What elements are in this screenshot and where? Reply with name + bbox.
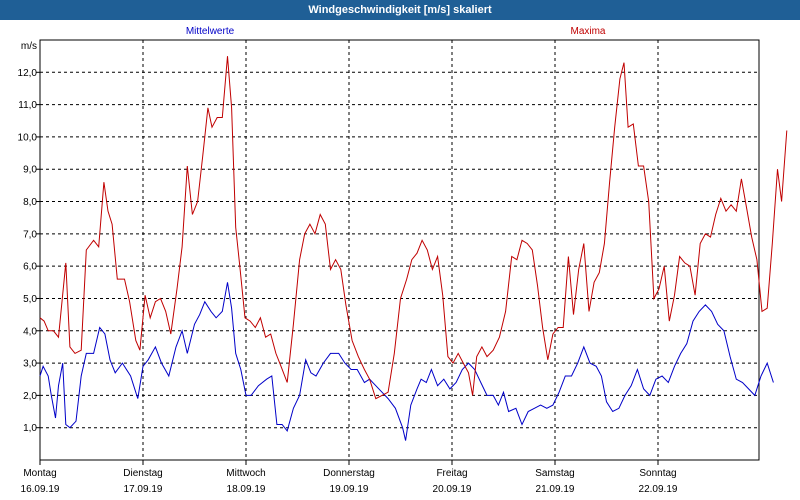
x-date-label: 21.09.19 bbox=[536, 484, 575, 495]
series-line-mittelwerte bbox=[39, 282, 774, 441]
x-date-label: 19.09.19 bbox=[330, 484, 369, 495]
legend: Mittelwerte Maxima bbox=[186, 26, 606, 37]
y-tick-label: 6,0 bbox=[23, 262, 37, 273]
x-date-label: 16.09.19 bbox=[21, 484, 60, 495]
y-tick-label: 11,0 bbox=[18, 100, 37, 111]
x-day-label: Montag bbox=[23, 468, 56, 479]
x-day-label: Freitag bbox=[436, 468, 467, 479]
y-tick-label: 4,0 bbox=[23, 326, 37, 337]
y-tick-label: 12,0 bbox=[18, 68, 38, 79]
x-date-label: 18.09.19 bbox=[227, 484, 266, 495]
x-day-label: Donnerstag bbox=[323, 468, 375, 479]
y-unit-label: m/s bbox=[21, 41, 37, 52]
x-day-label: Samstag bbox=[535, 468, 574, 479]
x-day-label: Mittwoch bbox=[226, 468, 265, 479]
x-day-label: Dienstag bbox=[123, 468, 162, 479]
plot-frame bbox=[39, 39, 760, 461]
x-axis: Montag 16.09.19 Dienstag 17.09.19 Mittwoch 18… bbox=[21, 460, 678, 495]
x-day-label: Sonntag bbox=[639, 468, 676, 479]
chart-title: Windgeschwindigkeit [m/s] skaliert bbox=[0, 0, 800, 20]
series-line-maxima bbox=[39, 56, 788, 400]
y-axis: 1,0 2,0 3,0 4,0 5,0 6,0 7,0 8,0 9,0 10,0 11,0 12,0 m… bbox=[18, 41, 40, 434]
wind-speed-chart: 1,0 2,0 3,0 4,0 5,0 6,0 7,0 8,0 9,0 10,0 11,0 12,0 m… bbox=[18, 26, 788, 495]
y-tick-label: 7,0 bbox=[23, 229, 37, 240]
legend-entry: Maxima bbox=[570, 26, 605, 37]
y-tick-label: 3,0 bbox=[23, 359, 37, 370]
y-tick-label: 5,0 bbox=[23, 294, 37, 305]
y-tick-label: 10,0 bbox=[18, 132, 38, 143]
x-date-label: 17.09.19 bbox=[124, 484, 163, 495]
y-tick-label: 2,0 bbox=[23, 391, 37, 402]
y-tick-label: 1,0 bbox=[23, 423, 37, 434]
series-layer bbox=[39, 56, 788, 441]
legend-entry: Mittelwerte bbox=[186, 26, 235, 37]
y-tick-label: 8,0 bbox=[23, 197, 37, 208]
grid-lines bbox=[40, 40, 759, 460]
x-date-label: 22.09.19 bbox=[639, 484, 678, 495]
y-tick-label: 9,0 bbox=[23, 165, 37, 176]
x-date-label: 20.09.19 bbox=[433, 484, 472, 495]
